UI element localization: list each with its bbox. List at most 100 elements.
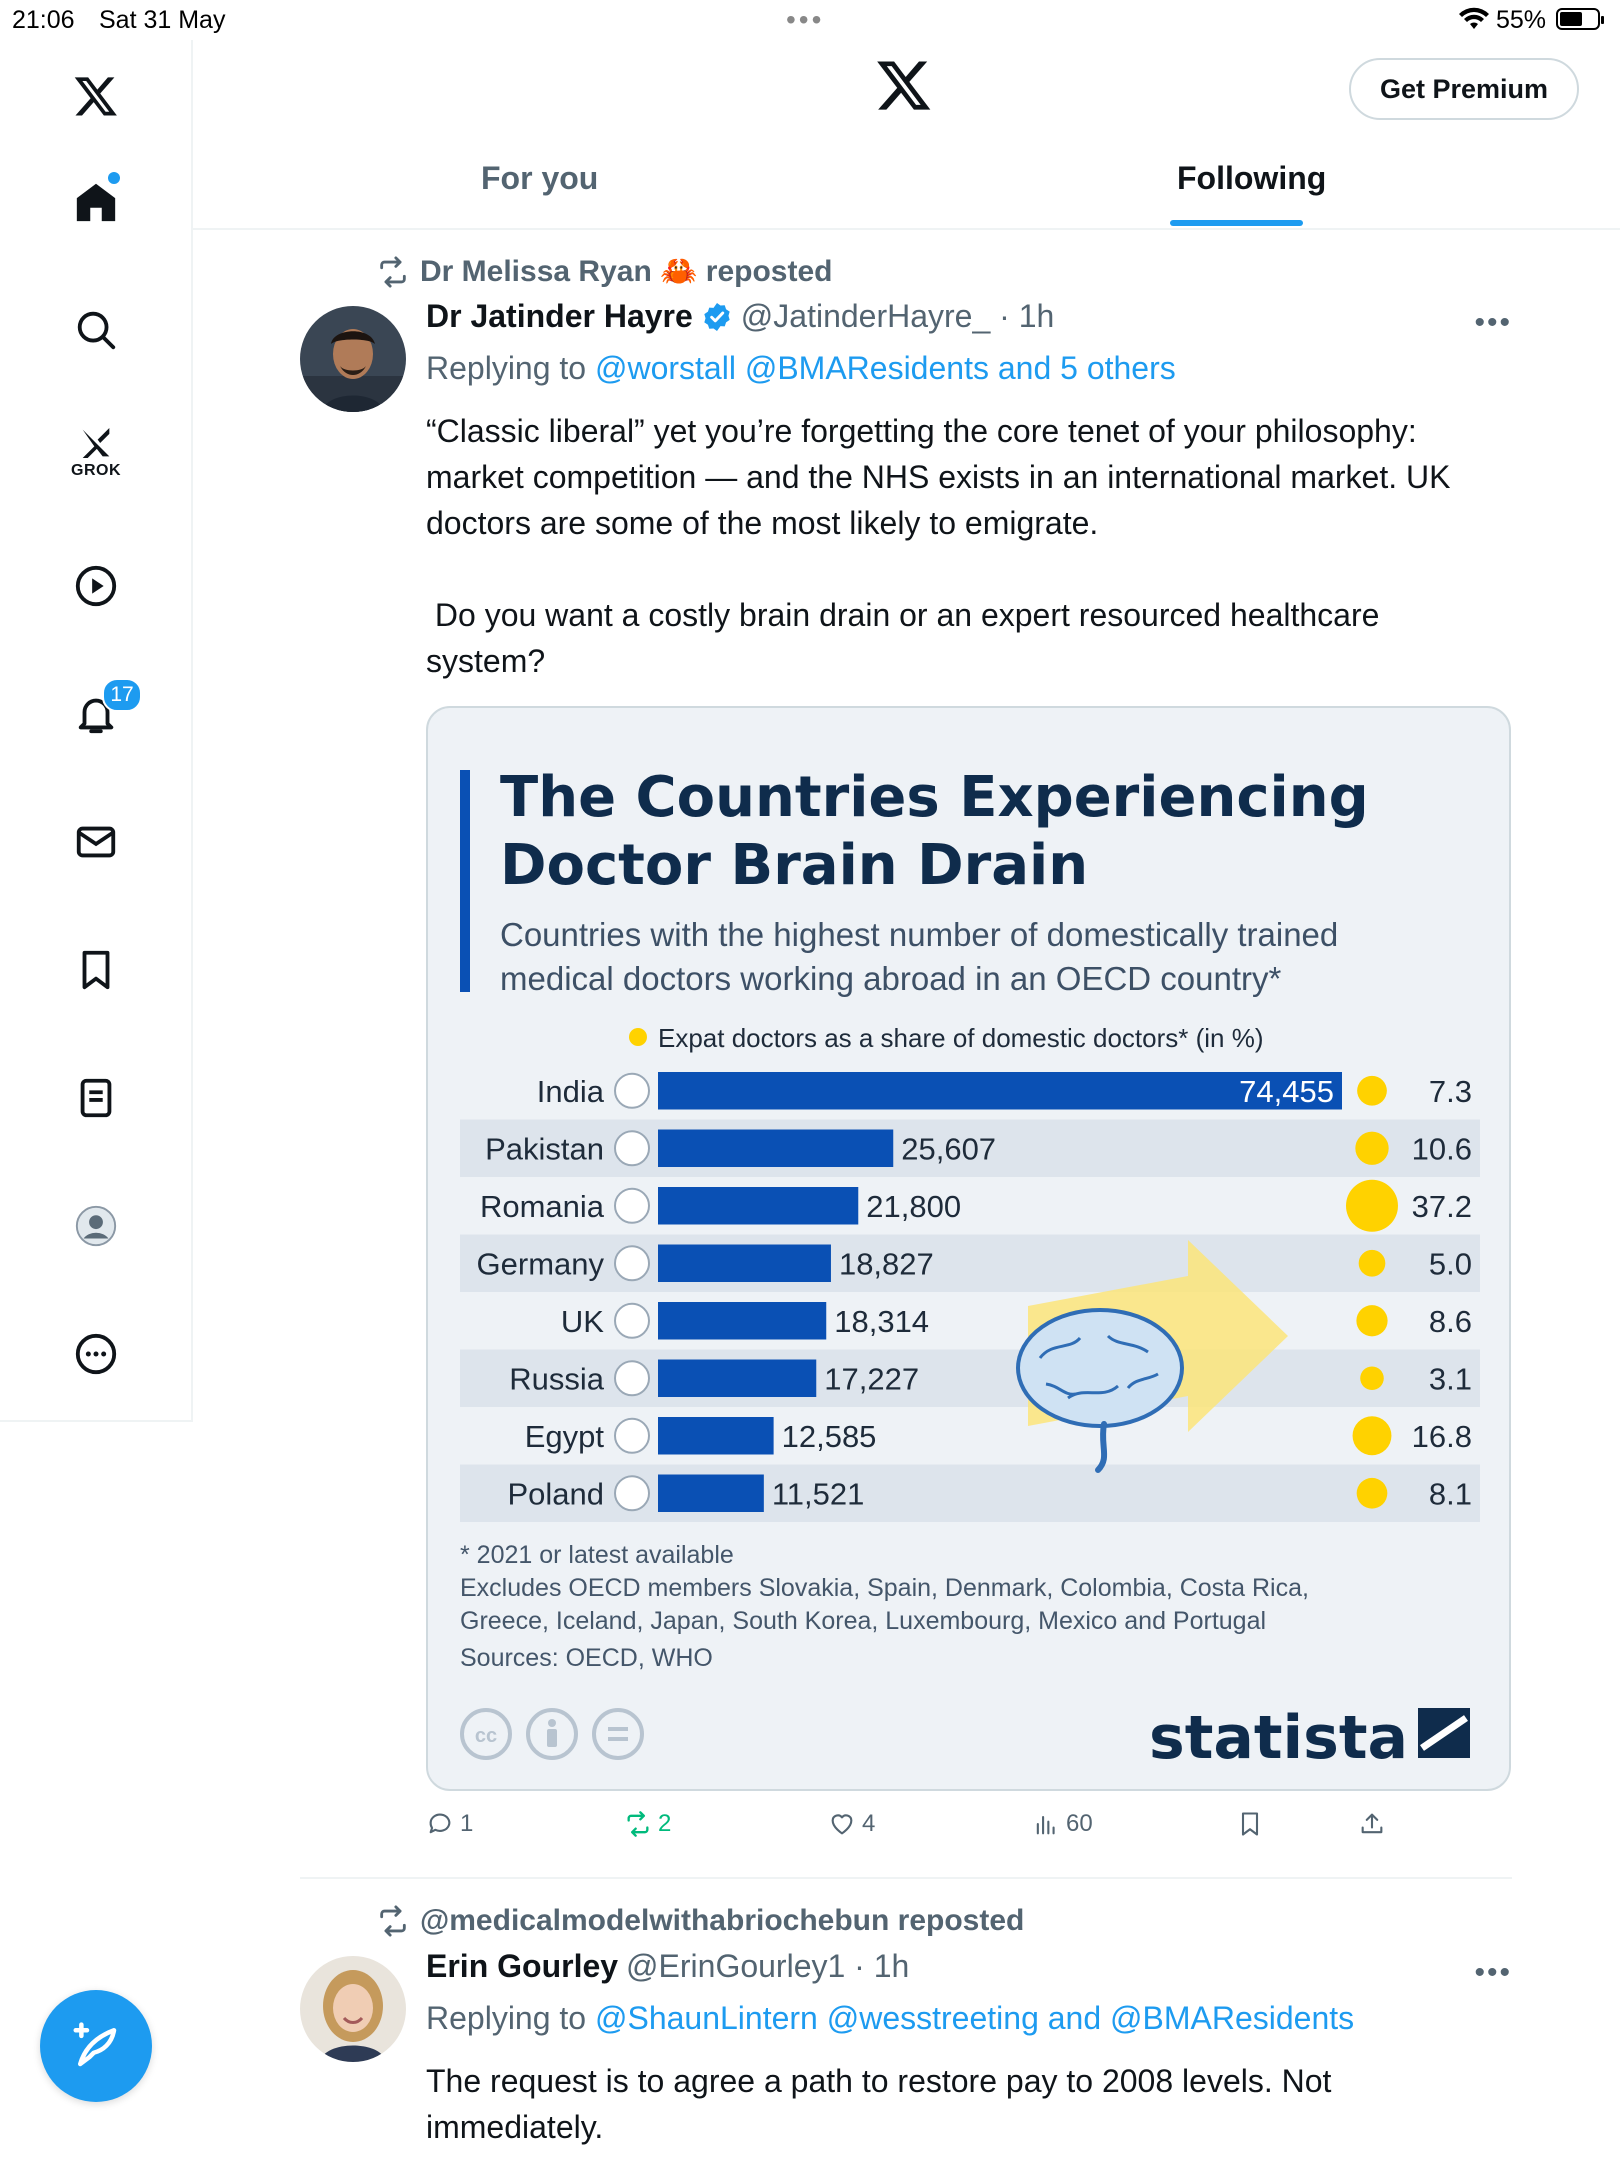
chart-image-card[interactable]: The Countries Experiencing Doctor Brain … — [426, 706, 1511, 1791]
post-text-paragraph: The request is to agree a path to restor… — [426, 2063, 1332, 2145]
author-name[interactable]: Dr Jatinder Hayre — [426, 298, 693, 334]
creative-commons-icons: cc — [460, 1708, 644, 1760]
chart-bar — [658, 1187, 859, 1225]
compose-button[interactable] — [40, 1990, 152, 2102]
bar-value-label: 11,521 — [772, 1476, 865, 1511]
replying-to-label: Replying to — [426, 350, 595, 386]
reply-count: 1 — [460, 1810, 474, 1837]
tab-for-you[interactable]: For you — [481, 160, 599, 196]
chart-title: Doctor Brain Drain — [500, 833, 1088, 898]
post[interactable]: Dr Melissa Ryan 🦀 reposted Dr Jatinder H… — [300, 250, 1512, 1890]
search-icon[interactable] — [64, 298, 128, 362]
title-accent-bar — [460, 770, 470, 992]
replying-to-links[interactable]: @worstall @BMAResidents and 5 others — [594, 350, 1176, 386]
share-value-label: 16.8 — [1412, 1419, 1472, 1454]
share-dot — [1346, 1179, 1398, 1232]
tab-following[interactable]: Following — [1177, 160, 1327, 196]
compose-icon — [73, 2022, 117, 2067]
author-handle-time: @ErinGourley1 · 1h — [626, 1948, 910, 1984]
category-label: Poland — [507, 1476, 604, 1511]
author-handle-time: @JatinderHayre_ · 1h — [740, 298, 1055, 334]
share-dot — [1356, 1305, 1388, 1337]
share-button[interactable] — [1358, 1810, 1386, 1838]
views-button[interactable]: 60 — [1032, 1810, 1093, 1838]
views-icon — [1036, 1815, 1055, 1835]
active-tab-indicator — [1170, 220, 1303, 226]
share-value-label: 8.1 — [1429, 1476, 1472, 1511]
category-label: Russia — [509, 1361, 605, 1396]
row-band — [460, 1234, 1480, 1292]
x-logo-icon[interactable] — [875, 56, 933, 114]
share-dot — [1356, 1477, 1388, 1509]
bookmark-icon[interactable] — [64, 938, 128, 1002]
heart-icon — [831, 1814, 853, 1835]
flag-icon — [614, 1360, 650, 1397]
multitask-dots-icon[interactable]: ••• — [786, 4, 825, 35]
row-band — [460, 1349, 1480, 1407]
sidebar: GROK 17 — [0, 40, 193, 1422]
more-options-icon[interactable]: ••• — [1474, 306, 1512, 339]
bookmark-button[interactable] — [1236, 1810, 1264, 1838]
get-premium-button[interactable]: Get Premium — [1349, 58, 1579, 120]
reposted-by-label: Dr Melissa Ryan 🦀 reposted — [420, 255, 833, 288]
statista-logo-icon — [1418, 1708, 1470, 1758]
flag-icon — [614, 1130, 650, 1167]
avatar[interactable] — [300, 1956, 406, 2062]
list-icon[interactable] — [64, 1066, 128, 1130]
mail-icon[interactable] — [64, 810, 128, 874]
share-value-label: 7.3 — [1429, 1074, 1472, 1109]
replying-to-links[interactable]: @ShaunLintern @wesstreeting and @BMAResi… — [594, 2000, 1355, 2036]
bar-value-label: 21,800 — [866, 1189, 961, 1224]
bell-icon[interactable]: 17 — [64, 678, 142, 746]
chart-bar — [658, 1129, 894, 1167]
bookmark-icon — [1241, 1812, 1259, 1836]
brain-drain-chart: The Countries Experiencing Doctor Brain … — [460, 765, 1480, 1773]
flag-icon — [614, 1245, 650, 1282]
share-icon — [1361, 1813, 1383, 1834]
reply-icon — [429, 1813, 451, 1834]
category-label: India — [537, 1074, 605, 1109]
more-options-icon[interactable]: ••• — [1474, 1956, 1512, 1989]
x-logo-icon[interactable] — [64, 64, 128, 128]
view-count: 60 — [1066, 1810, 1093, 1837]
share-dot — [1352, 1416, 1392, 1456]
chart-legend: Expat doctors as a share of domestic doc… — [658, 1023, 1264, 1053]
like-button[interactable]: 4 — [828, 1810, 875, 1838]
chart-subtitle: medical doctors working abroad in an OEC… — [500, 960, 1282, 997]
like-count: 4 — [862, 1810, 876, 1837]
repost-button[interactable]: 2 — [624, 1810, 671, 1838]
profile-icon[interactable] — [64, 1194, 128, 1258]
play-icon[interactable] — [64, 554, 128, 618]
share-value-label: 8.6 — [1429, 1304, 1472, 1339]
replying-to: Replying to @ShaunLintern @wesstreeting … — [426, 2000, 1354, 2037]
category-label: Romania — [480, 1189, 605, 1224]
repost-icon — [380, 1905, 406, 1937]
avatar[interactable] — [300, 306, 406, 412]
share-dot — [1357, 1075, 1387, 1106]
chart-bar — [658, 1244, 831, 1282]
more-icon[interactable] — [64, 1322, 128, 1386]
author-name[interactable]: Erin Gourley — [426, 1948, 619, 1984]
reply-button[interactable]: 1 — [426, 1810, 473, 1838]
chart-subtitle: Countries with the highest number of dom… — [500, 916, 1338, 953]
flag-icon — [614, 1417, 650, 1454]
share-dot — [1355, 1131, 1389, 1165]
replying-to: Replying to @worstall @BMAResidents and … — [426, 350, 1176, 387]
bar-value-label: 25,607 — [901, 1131, 996, 1166]
chart-bar — [658, 1072, 1342, 1110]
post-text: The request is to agree a path to restor… — [426, 2058, 1506, 2150]
post[interactable]: @medicalmodelwithabriochebun reposted Er… — [300, 1900, 1512, 2160]
chart-sources: Sources: OECD, WHO — [460, 1644, 713, 1672]
chart-footnote: Greece, Iceland, Japan, South Korea, Lux… — [460, 1607, 1266, 1635]
grok-icon[interactable]: GROK — [64, 418, 128, 482]
home-icon[interactable] — [64, 170, 128, 234]
share-dot — [1358, 1249, 1386, 1277]
timeline-header: Get Premium For you Following — [193, 40, 1620, 230]
bar-value-label: 17,227 — [824, 1361, 919, 1396]
post-text: “Classic liberal” yet you’re forgetting … — [426, 408, 1506, 684]
verified-badge-icon — [704, 302, 730, 331]
wifi-icon — [1458, 7, 1490, 38]
grok-label: GROK — [71, 462, 121, 479]
share-value-label: 3.1 — [1429, 1361, 1472, 1396]
bar-value-label: 12,585 — [782, 1419, 877, 1454]
